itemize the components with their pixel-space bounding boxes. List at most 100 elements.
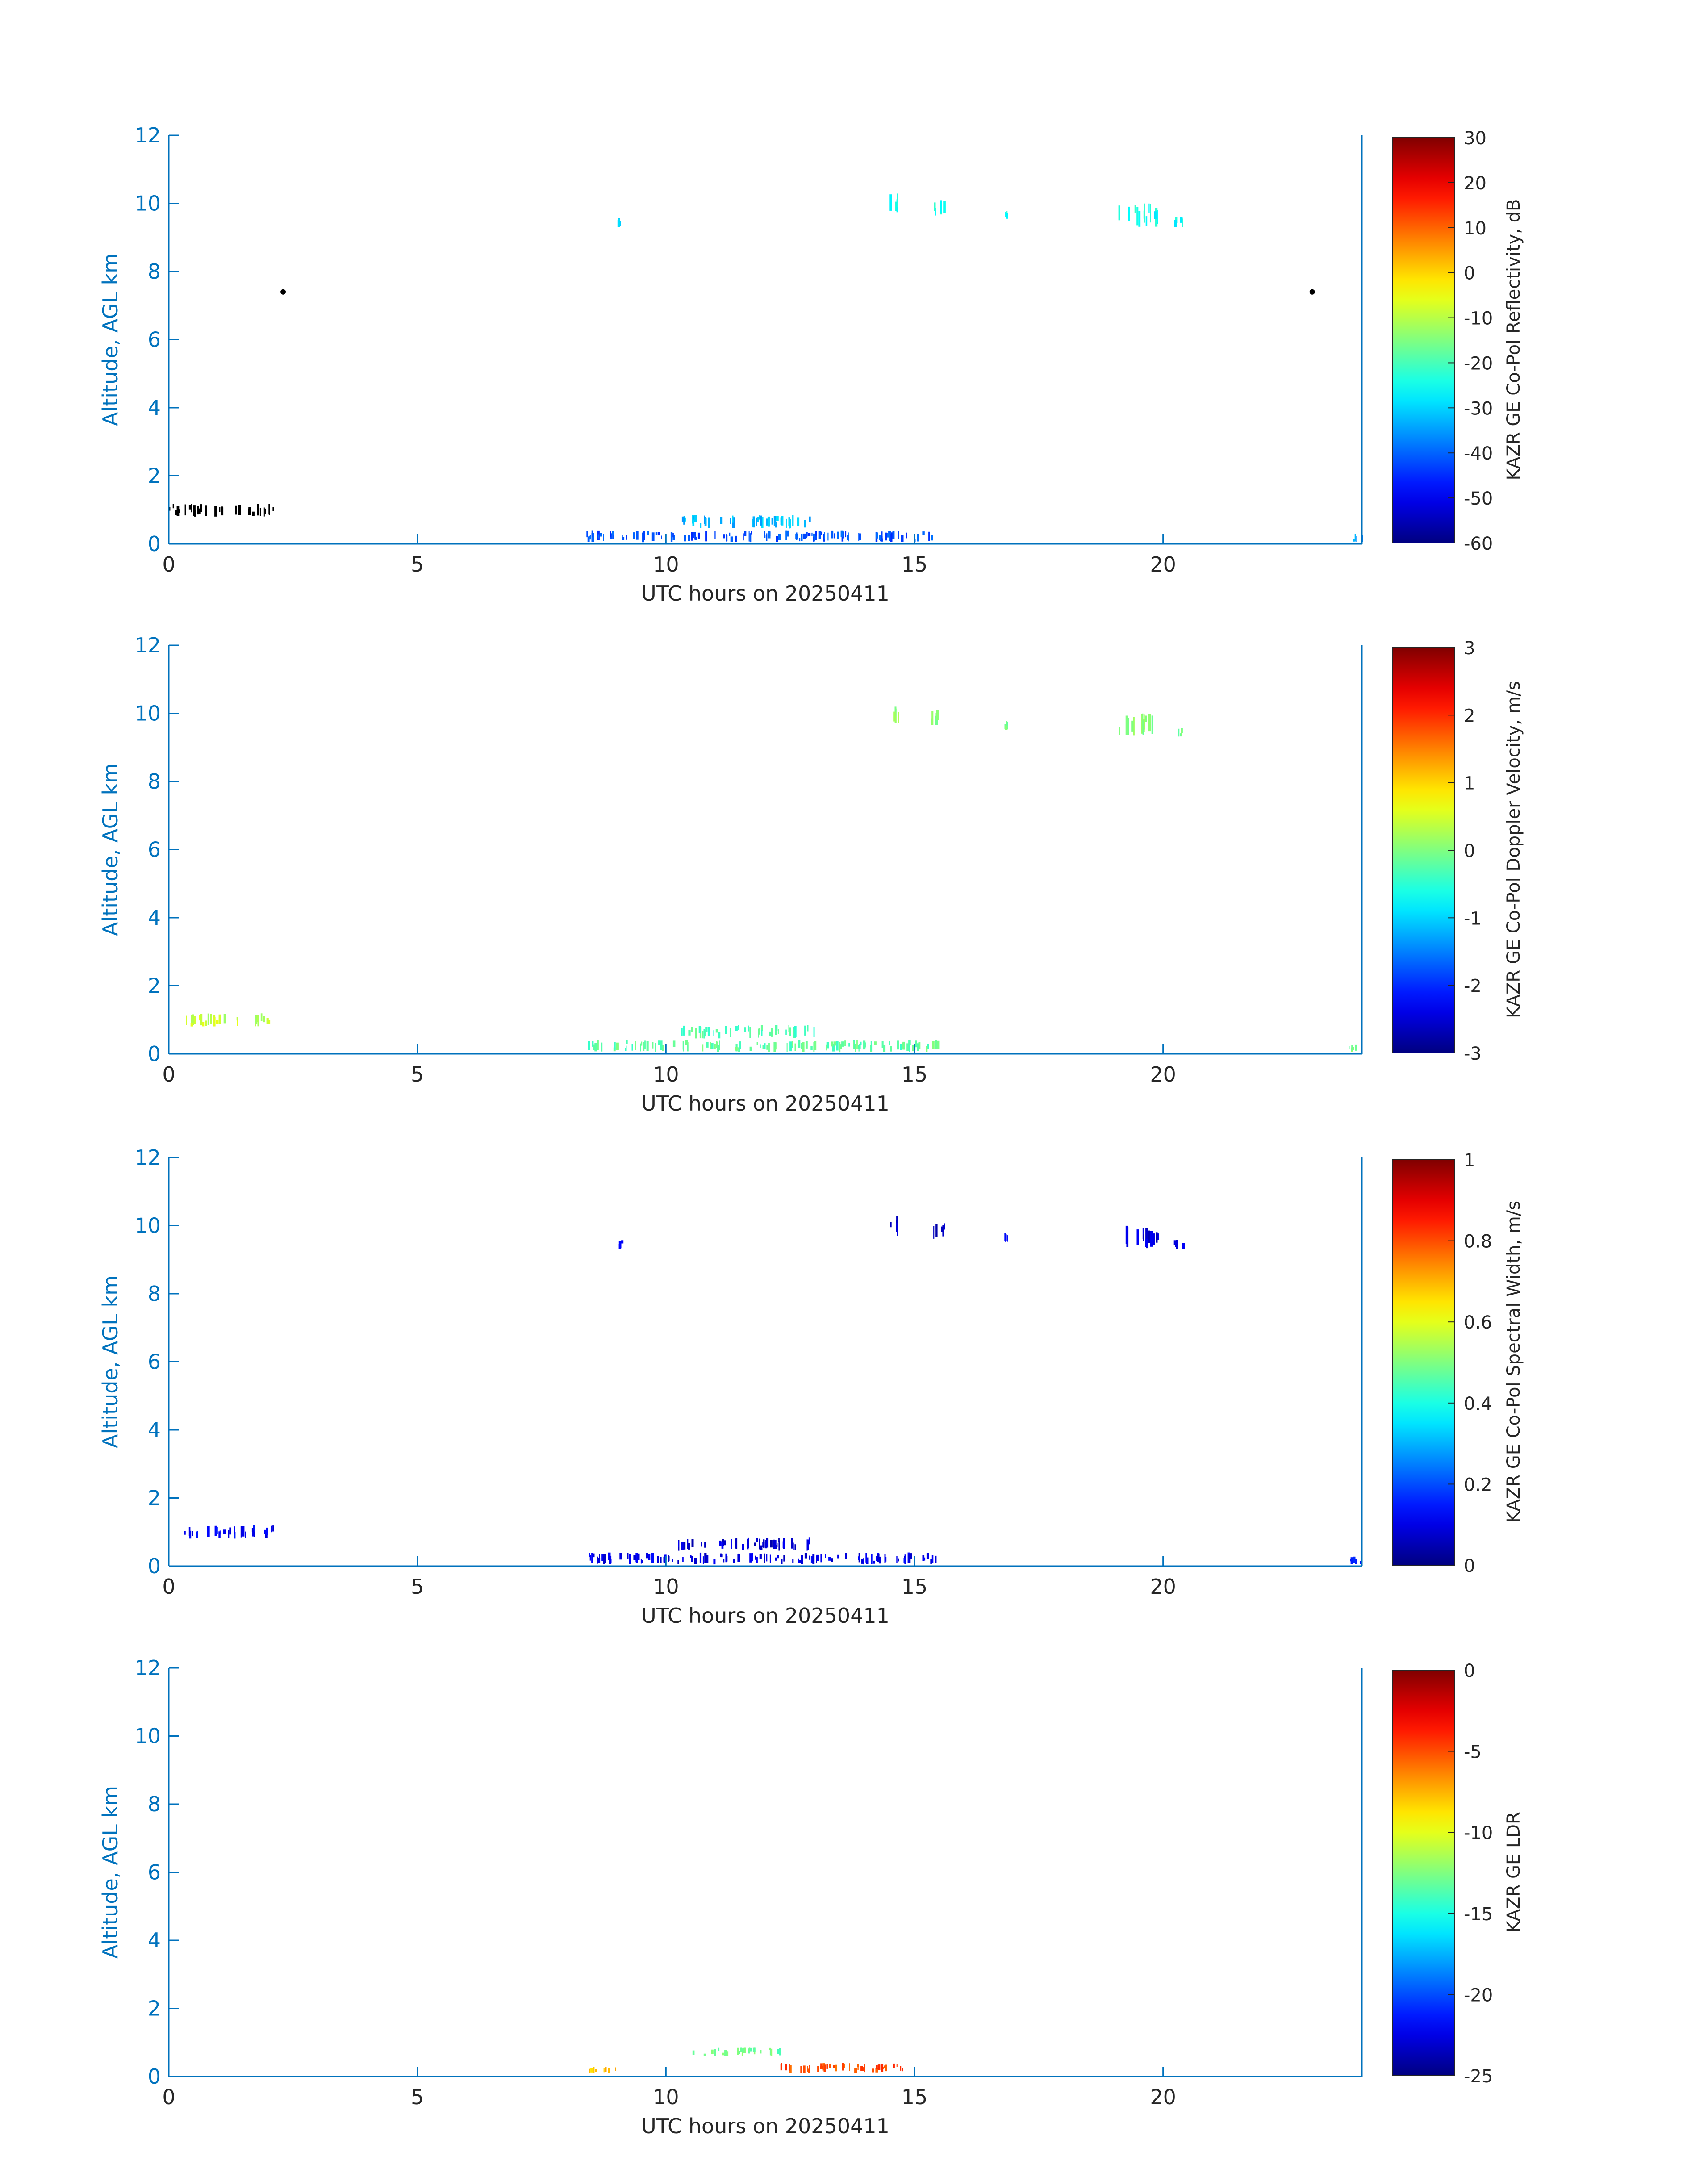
echo-streak xyxy=(1178,728,1180,737)
echo-streak xyxy=(917,534,919,542)
echo-streak xyxy=(741,2049,743,2056)
echo-streak xyxy=(719,1540,722,1546)
echo-streak xyxy=(793,1542,794,1550)
echo-streak xyxy=(922,531,925,535)
echo-streak xyxy=(742,1544,744,1550)
echo-streak xyxy=(804,520,806,528)
colorbar-tick-label: 0 xyxy=(1464,841,1475,861)
echo-feature xyxy=(1350,1556,1362,1564)
y-tick-label: 12 xyxy=(134,1145,161,1170)
echo-streak xyxy=(678,1540,680,1551)
echo-streak xyxy=(689,1545,690,1549)
y-axis-label: Altitude, AGL km xyxy=(98,763,122,936)
echo-streak xyxy=(760,1025,763,1031)
echo-streak xyxy=(735,1026,738,1031)
echo-streak xyxy=(896,2064,898,2067)
echo-streak xyxy=(221,506,223,514)
echo-streak xyxy=(942,1225,944,1237)
echo-streak xyxy=(625,1048,627,1051)
echo-streak xyxy=(813,537,815,542)
x-axis-label: UTC hours on 20250411 xyxy=(641,1091,889,1116)
y-tick-label: 10 xyxy=(134,1214,161,1238)
y-tick-label: 8 xyxy=(148,1282,161,1306)
echo-streak xyxy=(810,1556,814,1563)
echo-streak xyxy=(708,517,710,528)
colorbar-tick-label: -1 xyxy=(1464,908,1482,929)
echo-streak xyxy=(701,1542,702,1547)
echo-streak xyxy=(756,1538,758,1542)
echo-streak xyxy=(633,1555,636,1560)
echo-streak xyxy=(767,516,770,527)
echo-feature xyxy=(618,1240,624,1249)
echo-streak xyxy=(717,1041,718,1048)
x-tick-label: 0 xyxy=(162,1062,175,1086)
echo-streak xyxy=(636,531,639,540)
echo-streak xyxy=(207,1526,210,1537)
echo-streak xyxy=(786,530,789,537)
echo-streak xyxy=(684,535,686,542)
echo-streak xyxy=(805,1041,808,1049)
echo-streak xyxy=(253,1525,255,1534)
echo-streak xyxy=(807,1539,809,1550)
echo-streak xyxy=(692,2050,695,2055)
echo-streak xyxy=(202,1022,205,1027)
echo-streak xyxy=(775,521,777,528)
echo-streak xyxy=(589,1555,591,1561)
echo-streak xyxy=(1157,210,1158,224)
echo-streak xyxy=(1148,1230,1150,1243)
echo-streak xyxy=(197,506,199,515)
y-tick-label: 6 xyxy=(148,328,161,352)
echo-streak xyxy=(810,1046,813,1050)
x-tick-label: 5 xyxy=(411,1062,424,1086)
echo-streak xyxy=(892,531,895,539)
echo-streak xyxy=(778,534,781,540)
echo-streak xyxy=(844,1040,846,1046)
echo-streak xyxy=(885,532,887,541)
echo-streak xyxy=(1146,1229,1148,1249)
echo-streak xyxy=(593,1553,595,1558)
echo-streak xyxy=(735,535,737,542)
echo-streak xyxy=(934,202,936,211)
colorbar-tick-label: 1 xyxy=(1464,773,1475,794)
echo-streak xyxy=(1138,211,1141,227)
echo-streak xyxy=(597,1558,601,1563)
echo-streak xyxy=(854,2068,857,2073)
echo-streak xyxy=(791,1538,793,1549)
echo-streak xyxy=(620,221,621,226)
echo-streak xyxy=(705,531,707,542)
colorbar: -25 -20 -15 -10 -5 0 KAZR GE LDR xyxy=(1392,1661,1524,2087)
echo-streak xyxy=(184,504,186,516)
echo-streak xyxy=(727,2051,729,2056)
echo-streak xyxy=(758,1028,760,1035)
echo-streak xyxy=(799,1560,801,1563)
echo-streak xyxy=(651,1553,654,1563)
echo-streak xyxy=(658,1040,660,1045)
echo-streak xyxy=(693,515,694,520)
echo-streak xyxy=(223,1529,226,1534)
echo-streak xyxy=(1148,203,1150,213)
echo-streak xyxy=(1142,721,1144,735)
echo-streak xyxy=(1180,217,1183,223)
echo-streak xyxy=(1004,1233,1006,1241)
echo-streak xyxy=(797,517,800,526)
echo-streak xyxy=(794,1026,797,1037)
echo-streak xyxy=(672,1559,673,1562)
y-tick-label: 8 xyxy=(148,1792,161,1816)
echo-streak xyxy=(870,1041,872,1051)
x-tick-label: 10 xyxy=(653,1062,679,1086)
echo-streak xyxy=(918,1042,921,1049)
colorbar-tick-label: 3 xyxy=(1464,638,1475,659)
echo-feature xyxy=(1004,721,1008,730)
echo-streak xyxy=(855,1044,856,1052)
echo-streak xyxy=(820,2063,823,2067)
colorbar-tick-label: 2 xyxy=(1464,706,1475,726)
echo-streak xyxy=(266,1527,268,1535)
x-axis-label: UTC hours on 20250411 xyxy=(641,2114,889,2138)
echo-streak xyxy=(691,532,693,541)
y-tick-label: 0 xyxy=(148,1554,161,1578)
echo-streak xyxy=(1156,1232,1158,1243)
echo-streak xyxy=(200,504,202,512)
x-axis-label: UTC hours on 20250411 xyxy=(641,581,889,606)
